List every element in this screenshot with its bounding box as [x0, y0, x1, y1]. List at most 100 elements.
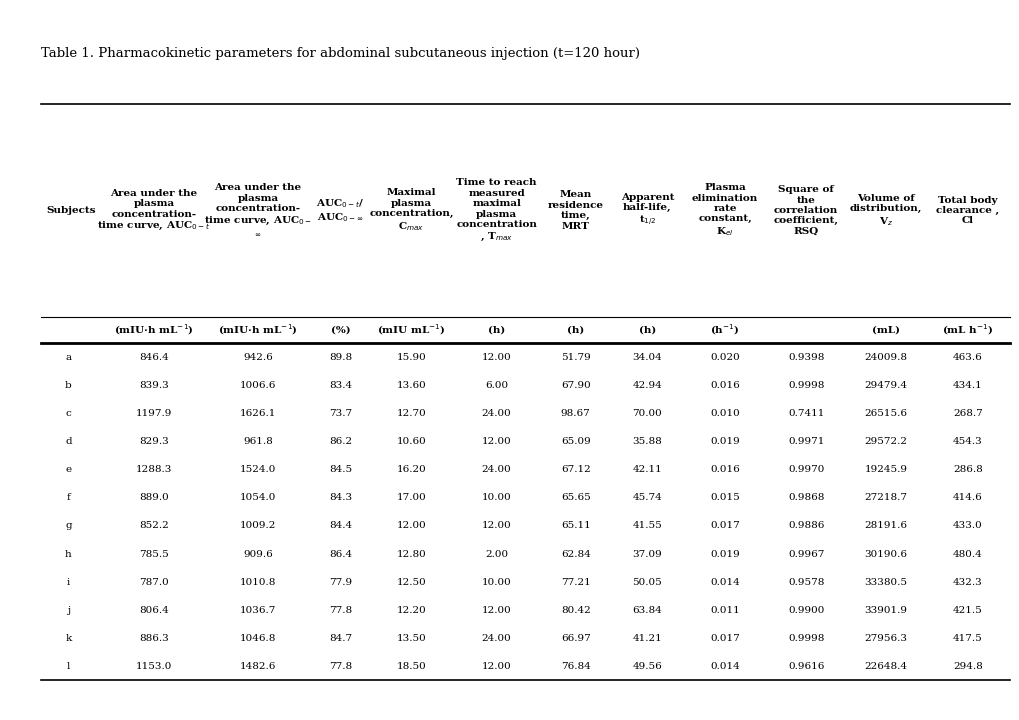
Text: 24.00: 24.00 — [481, 634, 511, 643]
Text: 35.88: 35.88 — [632, 437, 661, 446]
Text: 909.6: 909.6 — [243, 549, 272, 559]
Text: 10.00: 10.00 — [481, 493, 511, 503]
Text: 0.014: 0.014 — [709, 577, 739, 587]
Text: f: f — [66, 493, 70, 503]
Text: 77.8: 77.8 — [328, 606, 352, 615]
Text: 1036.7: 1036.7 — [239, 606, 276, 615]
Text: 10.60: 10.60 — [396, 437, 426, 446]
Text: 37.09: 37.09 — [632, 549, 661, 559]
Text: Area under the
plasma
concentration-
time curve, AUC$_{0-}$
$_{\infty}$: Area under the plasma concentration- tim… — [204, 183, 312, 238]
Text: h: h — [65, 549, 71, 559]
Text: 41.21: 41.21 — [632, 634, 661, 643]
Text: 1054.0: 1054.0 — [239, 493, 276, 503]
Text: 1524.0: 1524.0 — [239, 465, 276, 474]
Text: 421.5: 421.5 — [952, 606, 981, 615]
Text: (h): (h) — [567, 325, 584, 335]
Text: 65.09: 65.09 — [560, 437, 590, 446]
Text: Volume of
distribution,
V$_{z}$: Volume of distribution, V$_{z}$ — [849, 194, 921, 228]
Text: 0.9868: 0.9868 — [787, 493, 823, 503]
Text: 0.020: 0.020 — [709, 353, 739, 362]
Text: 77.8: 77.8 — [328, 662, 352, 671]
Text: Square of
the
correlation
coefficient,
RSQ: Square of the correlation coefficient, R… — [772, 185, 838, 236]
Text: 84.5: 84.5 — [328, 465, 352, 474]
Text: 98.67: 98.67 — [560, 409, 590, 418]
Text: (mL h$^{-1}$): (mL h$^{-1}$) — [942, 323, 993, 338]
Text: 24.00: 24.00 — [481, 465, 511, 474]
Text: 16.20: 16.20 — [396, 465, 426, 474]
Text: 1288.3: 1288.3 — [136, 465, 172, 474]
Text: 1009.2: 1009.2 — [239, 521, 276, 531]
Text: 268.7: 268.7 — [952, 409, 981, 418]
Text: 852.2: 852.2 — [139, 521, 169, 531]
Text: 0.9998: 0.9998 — [787, 381, 823, 390]
Text: 480.4: 480.4 — [952, 549, 981, 559]
Text: 42.11: 42.11 — [632, 465, 661, 474]
Text: 89.8: 89.8 — [328, 353, 352, 362]
Text: (%): (%) — [330, 325, 350, 335]
Text: (h$^{-1}$): (h$^{-1}$) — [709, 323, 739, 338]
Text: 80.42: 80.42 — [560, 606, 590, 615]
Text: 24009.8: 24009.8 — [864, 353, 907, 362]
Text: 414.6: 414.6 — [952, 493, 981, 503]
Text: Time to reach
measured
maximal
plasma
concentration
, T$_{max}$: Time to reach measured maximal plasma co… — [455, 179, 537, 243]
Text: 0.014: 0.014 — [709, 662, 739, 671]
Text: Area under the
plasma
concentration-
time curve, AUC$_{0-t}$: Area under the plasma concentration- tim… — [98, 189, 210, 233]
Text: 12.80: 12.80 — [396, 549, 426, 559]
Text: 12.70: 12.70 — [396, 409, 426, 418]
Text: 0.019: 0.019 — [709, 549, 739, 559]
Text: 65.65: 65.65 — [560, 493, 590, 503]
Text: 27956.3: 27956.3 — [864, 634, 907, 643]
Text: 787.0: 787.0 — [139, 577, 169, 587]
Text: 0.016: 0.016 — [709, 381, 739, 390]
Text: 889.0: 889.0 — [139, 493, 169, 503]
Text: 961.8: 961.8 — [243, 437, 272, 446]
Text: 33901.9: 33901.9 — [864, 606, 907, 615]
Text: 839.3: 839.3 — [139, 381, 169, 390]
Text: Maximal
plasma
concentration,
C$_{max}$: Maximal plasma concentration, C$_{max}$ — [369, 189, 453, 233]
Text: 0.9578: 0.9578 — [787, 577, 823, 587]
Text: 785.5: 785.5 — [139, 549, 169, 559]
Text: 45.74: 45.74 — [632, 493, 661, 503]
Text: g: g — [65, 521, 71, 531]
Text: 1482.6: 1482.6 — [239, 662, 276, 671]
Text: 286.8: 286.8 — [952, 465, 981, 474]
Text: 0.9886: 0.9886 — [787, 521, 823, 531]
Text: 70.00: 70.00 — [632, 409, 661, 418]
Text: 34.04: 34.04 — [632, 353, 661, 362]
Text: 942.6: 942.6 — [243, 353, 272, 362]
Text: 27218.7: 27218.7 — [864, 493, 907, 503]
Text: 0.9970: 0.9970 — [787, 465, 823, 474]
Text: 0.9616: 0.9616 — [787, 662, 823, 671]
Text: 29572.2: 29572.2 — [864, 437, 907, 446]
Text: 454.3: 454.3 — [952, 437, 981, 446]
Text: Table 1. Pharmacokinetic parameters for abdominal subcutaneous injection (t=120 : Table 1. Pharmacokinetic parameters for … — [41, 47, 639, 60]
Text: 0.015: 0.015 — [709, 493, 739, 503]
Text: 26515.6: 26515.6 — [864, 409, 907, 418]
Text: 84.7: 84.7 — [328, 634, 352, 643]
Text: 0.9971: 0.9971 — [787, 437, 823, 446]
Text: b: b — [65, 381, 71, 390]
Text: 2.00: 2.00 — [485, 549, 507, 559]
Text: 63.84: 63.84 — [632, 606, 661, 615]
Text: (mIU·h mL$^{-1}$): (mIU·h mL$^{-1}$) — [114, 323, 194, 338]
Text: d: d — [65, 437, 71, 446]
Text: 1197.9: 1197.9 — [136, 409, 172, 418]
Text: 1010.8: 1010.8 — [239, 577, 276, 587]
Text: 6.00: 6.00 — [485, 381, 507, 390]
Text: 1153.0: 1153.0 — [136, 662, 172, 671]
Text: 86.4: 86.4 — [328, 549, 352, 559]
Text: 30190.6: 30190.6 — [864, 549, 907, 559]
Text: 28191.6: 28191.6 — [864, 521, 907, 531]
Text: 77.9: 77.9 — [328, 577, 352, 587]
Text: j: j — [67, 606, 70, 615]
Text: 76.84: 76.84 — [560, 662, 590, 671]
Text: c: c — [65, 409, 71, 418]
Text: (h): (h) — [638, 325, 655, 335]
Text: 846.4: 846.4 — [139, 353, 169, 362]
Text: 84.4: 84.4 — [328, 521, 352, 531]
Text: 433.0: 433.0 — [952, 521, 981, 531]
Text: 29479.4: 29479.4 — [864, 381, 907, 390]
Text: 0.9967: 0.9967 — [787, 549, 823, 559]
Text: 83.4: 83.4 — [328, 381, 352, 390]
Text: 0.9398: 0.9398 — [787, 353, 823, 362]
